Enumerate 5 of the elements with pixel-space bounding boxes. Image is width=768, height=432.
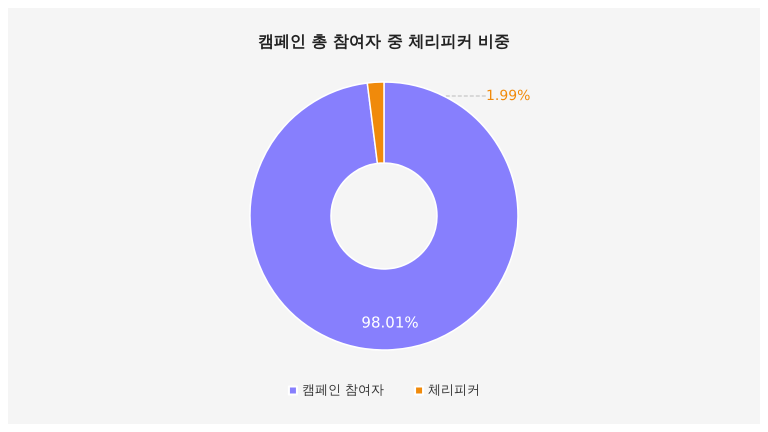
data-label: 98.01% <box>361 313 419 332</box>
legend-label: 체리피커 <box>428 383 480 398</box>
data-label: 1.99% <box>486 88 530 104</box>
legend-label: 캠페인 참여자 <box>302 383 384 398</box>
chart-title: 캠페인 총 참여자 중 체리피커 비중 <box>258 32 510 50</box>
